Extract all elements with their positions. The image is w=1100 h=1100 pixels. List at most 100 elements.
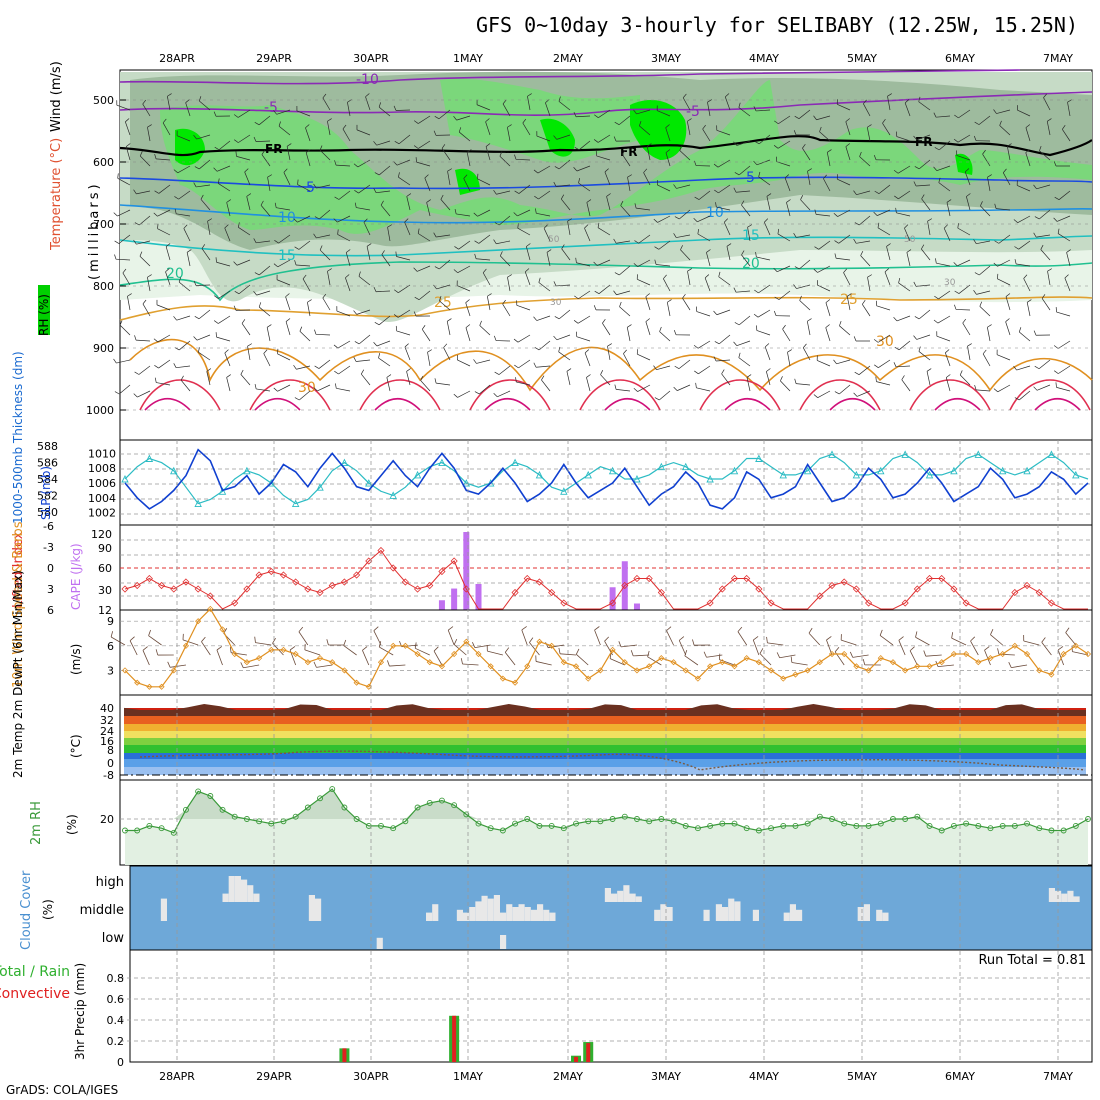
wind-barb-flag — [633, 263, 638, 267]
wind-barb-flag — [525, 268, 530, 273]
wind-barb — [576, 262, 591, 267]
wind-barb — [957, 259, 971, 267]
wind-barb — [778, 115, 791, 125]
wind-barb — [987, 177, 991, 192]
cloud-bar — [160, 898, 167, 921]
li-marker — [962, 599, 970, 607]
cloud-bar — [426, 912, 433, 921]
wind-barb-flag — [764, 218, 769, 223]
wind-barb — [285, 296, 291, 311]
rh2m-markers — [122, 786, 1091, 836]
thickness-tick-label: 588 — [37, 440, 58, 453]
temp2m-max-cap — [124, 704, 1086, 716]
wind-barb-flag — [741, 250, 745, 256]
wind-barb-flag — [893, 169, 899, 174]
wind-barb — [218, 290, 231, 299]
wind-marker — [402, 642, 409, 649]
wind-marker — [816, 659, 823, 666]
wind-barb — [299, 390, 311, 401]
wind-barb — [967, 346, 971, 361]
thickness-label: 1000-500mb Thickness (dm) — [11, 351, 25, 524]
wind-barb — [199, 159, 211, 170]
wind-marker — [268, 646, 275, 653]
wind-barb — [718, 184, 731, 194]
wind-barb — [396, 256, 411, 261]
wind-barb-flag — [853, 336, 857, 342]
wind-barb-flag — [125, 118, 130, 123]
wind-barb — [1016, 365, 1031, 371]
wind-barb — [1057, 233, 1071, 242]
wind-barb-flag — [782, 324, 786, 330]
wind-barb — [156, 382, 171, 386]
wind-barb-flag — [441, 144, 446, 149]
wind-barb — [716, 309, 731, 316]
wind-barb — [256, 240, 271, 244]
wind-barb-flag — [254, 122, 260, 126]
wind-barb-flag — [794, 266, 800, 270]
wind-barb — [1026, 302, 1031, 317]
wind-barb-flag — [414, 296, 420, 301]
wind-barb-flag — [273, 263, 279, 268]
wind-barb — [598, 284, 611, 294]
wind-barb-flag — [633, 388, 638, 392]
wind-barb — [236, 156, 251, 161]
wind-barb — [918, 351, 931, 361]
wind-barb — [247, 346, 251, 361]
wind10-barb-flag — [737, 626, 743, 632]
wind-barb-flag — [584, 224, 589, 229]
temp-color-band — [124, 767, 1086, 775]
li-marker — [560, 599, 568, 607]
wind-barb — [426, 202, 431, 217]
wind-barb-flag — [613, 238, 617, 244]
cloud-bar — [376, 937, 383, 949]
precip-conv-label: Convective — [0, 986, 70, 1002]
wind-barb — [676, 184, 691, 189]
wind-barb-flag — [933, 319, 939, 324]
wind-barb-flag — [333, 344, 339, 349]
li-marker — [755, 585, 763, 593]
wind-barb-flag — [673, 329, 677, 335]
wind-marker — [487, 663, 494, 670]
wind-barb — [876, 381, 891, 386]
wind-barb-flag — [305, 149, 311, 153]
wind-barb-flag — [1055, 382, 1057, 388]
thickness-marker — [828, 450, 836, 458]
cloud-bar — [617, 890, 624, 902]
wind-barb-flag — [653, 218, 658, 223]
wind-barb-flag — [793, 284, 797, 289]
wind-marker — [767, 667, 775, 674]
wind-barb-flag — [954, 114, 959, 119]
wind-marker — [743, 655, 750, 662]
wind-barb-flag — [254, 272, 260, 276]
wind-barb — [637, 259, 651, 267]
wind-marker — [1036, 667, 1043, 674]
wind-barb-flag — [466, 149, 472, 153]
wind-barb — [957, 134, 971, 143]
rh2m-marker — [1024, 820, 1031, 827]
wind-barb — [218, 183, 231, 192]
wind-barb — [237, 109, 251, 118]
wind-marker — [341, 667, 348, 674]
wind-barb — [347, 102, 351, 117]
wind-barb-flag — [707, 99, 712, 103]
wind-barb — [536, 135, 551, 142]
wind-barb-flag — [567, 218, 573, 222]
wind-barb-flag — [127, 293, 132, 297]
li-marker — [633, 574, 641, 583]
li-marker — [901, 599, 909, 607]
thickness-marker — [413, 470, 422, 479]
wind10-barb — [529, 642, 540, 656]
wind-barb — [496, 190, 511, 195]
wind-barb-flag — [862, 300, 866, 305]
wind-barb-flag — [193, 134, 197, 140]
rh2m-marker — [658, 816, 665, 822]
precip-panel: 00.20.40.60.8 Run Total = 0.81 — [107, 949, 1093, 1069]
cloud-bar — [500, 935, 507, 949]
wind-barb — [898, 282, 911, 292]
wind-barb-flag — [447, 168, 452, 172]
wind-marker — [792, 671, 799, 678]
wind-barb-flag — [165, 268, 170, 273]
wind-barb-flag — [153, 338, 159, 343]
wind-barb-flag — [645, 293, 650, 297]
wind-barb-flag — [433, 130, 437, 136]
